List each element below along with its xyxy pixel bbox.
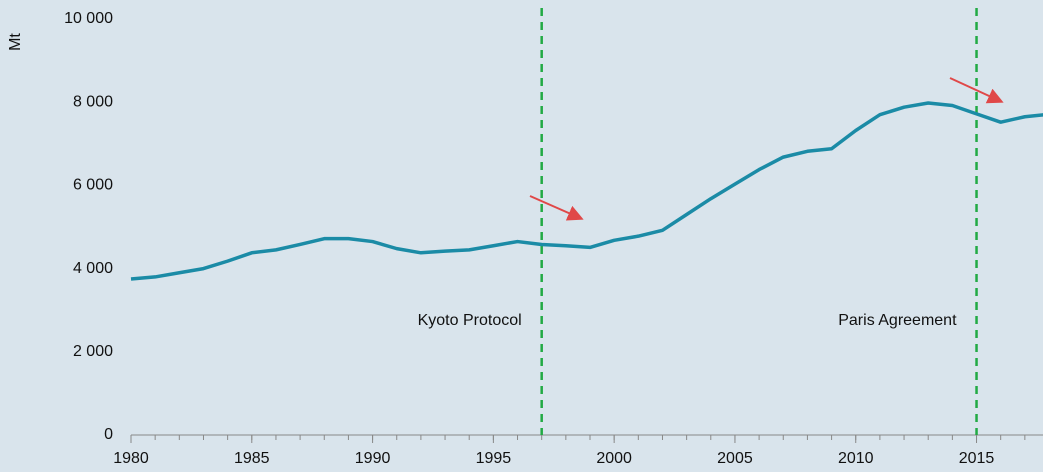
x-tick-label: 1995	[476, 450, 512, 467]
y-tick-label: 10 000	[64, 10, 113, 27]
x-tick-label: 2005	[717, 450, 753, 467]
arrow	[949, 77, 1004, 104]
x-tick-label: 1985	[234, 450, 270, 467]
y-tick-label: 8 000	[73, 93, 113, 110]
y-tick-label: 2 000	[73, 343, 113, 360]
arrow	[529, 195, 584, 221]
y-tick-label: 6 000	[73, 177, 113, 194]
x-tick-label: 1980	[113, 450, 149, 467]
x-tick-label: 2000	[596, 450, 632, 467]
y-tick-label: 0	[104, 426, 113, 443]
x-tick-label: 2015	[959, 450, 995, 467]
event-label: Paris Agreement	[838, 312, 957, 329]
x-tick-label: 1990	[355, 450, 391, 467]
y-tick-label: 4 000	[73, 260, 113, 277]
y-axis-label: Mt	[7, 33, 24, 51]
line	[130, 101, 1043, 281]
event-label: Kyoto Protocol	[418, 312, 522, 329]
x-tick-label: 2010	[838, 450, 874, 467]
